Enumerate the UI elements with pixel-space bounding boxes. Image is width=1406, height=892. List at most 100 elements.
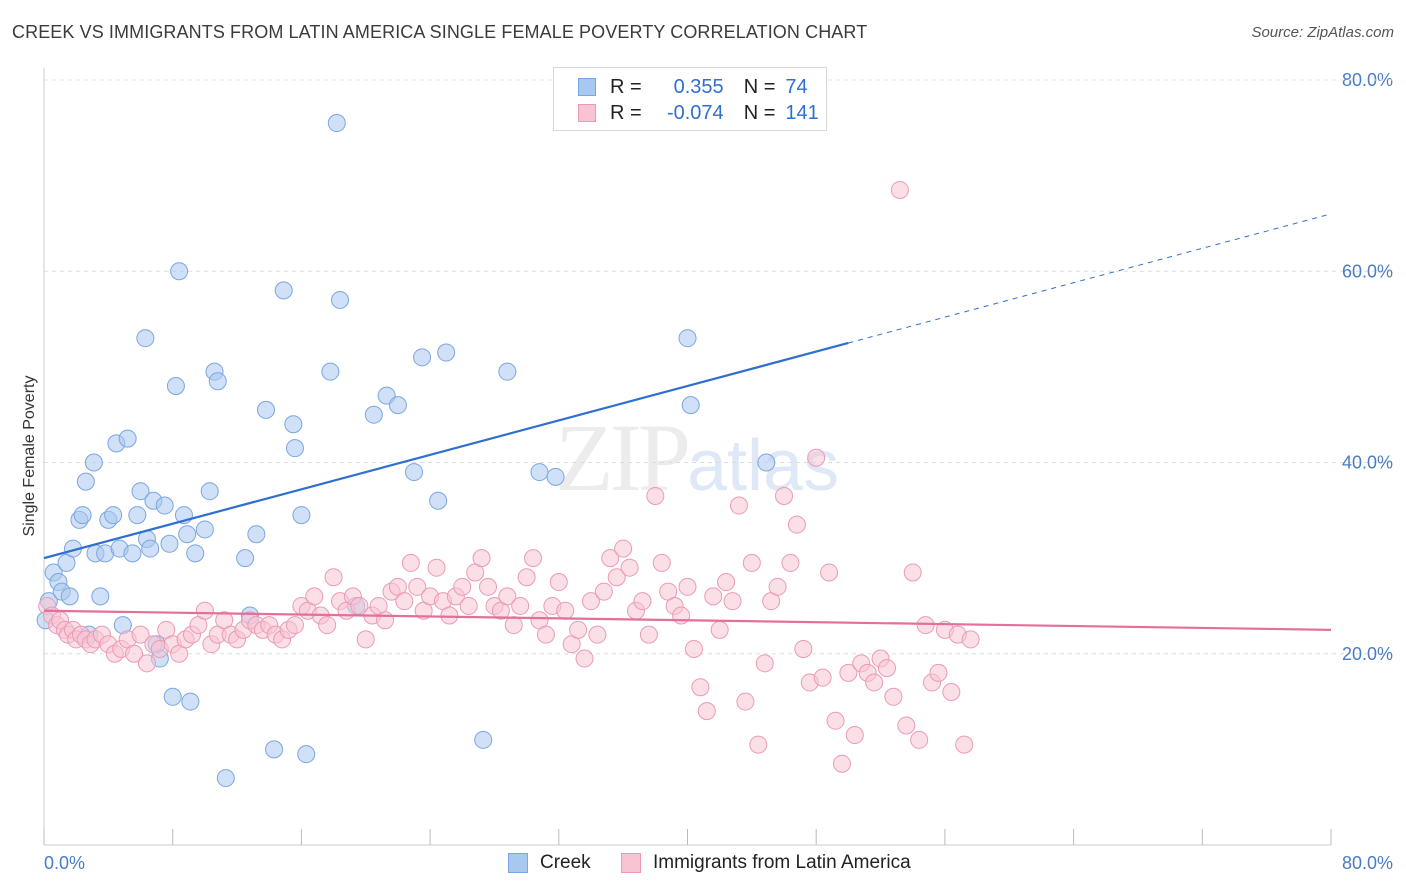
point-immigrants xyxy=(620,558,639,577)
point-immigrants xyxy=(787,515,806,534)
point-immigrants xyxy=(704,587,723,606)
point-immigrants xyxy=(865,673,884,692)
point-creek xyxy=(200,482,219,501)
point-immigrants xyxy=(832,754,851,773)
point-immigrants xyxy=(884,687,903,706)
trendline-creek-extension xyxy=(848,213,1332,344)
point-creek xyxy=(437,343,456,362)
point-creek xyxy=(123,544,142,563)
legend-label-immigrants: Immigrants from Latin America xyxy=(653,852,911,873)
point-immigrants xyxy=(575,649,594,668)
point-immigrants xyxy=(536,625,555,644)
point-immigrants xyxy=(903,563,922,582)
point-immigrants xyxy=(890,180,909,199)
point-immigrants xyxy=(877,659,896,678)
point-immigrants xyxy=(729,496,748,515)
point-creek xyxy=(208,372,227,391)
legend-item-immigrants[interactable]: Immigrants from Latin America xyxy=(621,852,911,874)
point-immigrants xyxy=(710,620,729,639)
point-creek xyxy=(247,525,266,544)
point-creek xyxy=(131,482,150,501)
point-immigrants xyxy=(961,630,980,649)
point-immigrants xyxy=(768,577,787,596)
point-creek xyxy=(678,329,697,348)
point-immigrants xyxy=(794,639,813,658)
point-immigrants xyxy=(916,616,935,635)
point-creek xyxy=(60,587,79,606)
legend-swatch-creek xyxy=(508,853,528,873)
point-immigrants xyxy=(652,553,671,572)
point-immigrants xyxy=(401,553,420,572)
point-creek xyxy=(265,740,284,759)
point-immigrants xyxy=(845,726,864,745)
point-immigrants xyxy=(781,553,800,572)
point-immigrants xyxy=(504,616,523,635)
point-immigrants xyxy=(549,573,568,592)
point-immigrants xyxy=(897,716,916,735)
point-creek xyxy=(257,400,276,419)
point-creek xyxy=(181,692,200,711)
point-creek xyxy=(104,506,123,525)
point-creek xyxy=(364,405,383,424)
point-immigrants xyxy=(736,692,755,711)
legend-r-label: R = xyxy=(610,75,642,98)
point-creek xyxy=(429,491,448,510)
point-immigrants xyxy=(614,539,633,558)
point-immigrants xyxy=(807,448,826,467)
point-immigrants xyxy=(498,587,517,606)
point-immigrants xyxy=(556,601,575,620)
point-immigrants xyxy=(813,668,832,687)
legend-swatch-immigrants xyxy=(621,853,641,873)
point-creek xyxy=(76,472,95,491)
legend-n-value: 141 xyxy=(785,101,819,124)
point-immigrants xyxy=(942,683,961,701)
point-creek xyxy=(474,730,493,749)
point-immigrants xyxy=(742,553,761,572)
point-immigrants xyxy=(672,606,691,625)
point-immigrants xyxy=(453,577,472,596)
point-creek xyxy=(84,453,103,472)
point-immigrants xyxy=(472,549,491,568)
x-tick-label: 0.0% xyxy=(44,853,85,873)
point-creek xyxy=(284,415,303,434)
point-creek xyxy=(118,429,137,448)
legend-row-creek: R = 0.355 N = 74 xyxy=(578,74,808,100)
point-immigrants xyxy=(755,654,774,673)
point-creek xyxy=(136,329,155,348)
point-immigrants xyxy=(910,730,929,749)
point-immigrants xyxy=(581,592,600,611)
point-immigrants xyxy=(427,558,446,577)
point-creek xyxy=(757,453,776,472)
legend-label-creek: Creek xyxy=(540,852,591,873)
point-immigrants xyxy=(723,592,742,611)
point-creek xyxy=(236,549,255,568)
trendline-creek xyxy=(43,341,849,560)
point-immigrants xyxy=(479,577,498,596)
legend-swatch-immigrants xyxy=(578,104,596,122)
stats-legend: R = 0.355 N = 74 R = -0.074 N = 141 xyxy=(553,67,827,131)
point-immigrants xyxy=(305,587,324,606)
legend-item-creek[interactable]: Creek xyxy=(508,852,591,874)
point-creek xyxy=(166,377,185,395)
point-creek xyxy=(170,262,189,281)
point-creek xyxy=(178,525,197,544)
point-immigrants xyxy=(440,606,459,625)
watermark-zip: ZIP xyxy=(555,404,691,511)
point-creek xyxy=(141,539,160,558)
point-immigrants xyxy=(646,486,665,505)
point-creek xyxy=(681,396,700,415)
point-immigrants xyxy=(195,601,214,620)
point-immigrants xyxy=(775,486,794,505)
legend-row-immigrants: R = -0.074 N = 141 xyxy=(578,100,819,126)
point-creek xyxy=(331,290,350,309)
point-immigrants xyxy=(318,616,337,635)
point-immigrants xyxy=(607,568,626,587)
point-immigrants xyxy=(395,592,414,611)
y-axis-title: Single Female Poverty xyxy=(21,376,38,537)
x-tick-label: 80.0% xyxy=(1342,853,1393,873)
point-immigrants xyxy=(929,663,948,682)
legend-r-value: 0.355 xyxy=(673,75,724,98)
legend-swatch-creek xyxy=(578,78,596,96)
point-immigrants xyxy=(511,596,530,615)
